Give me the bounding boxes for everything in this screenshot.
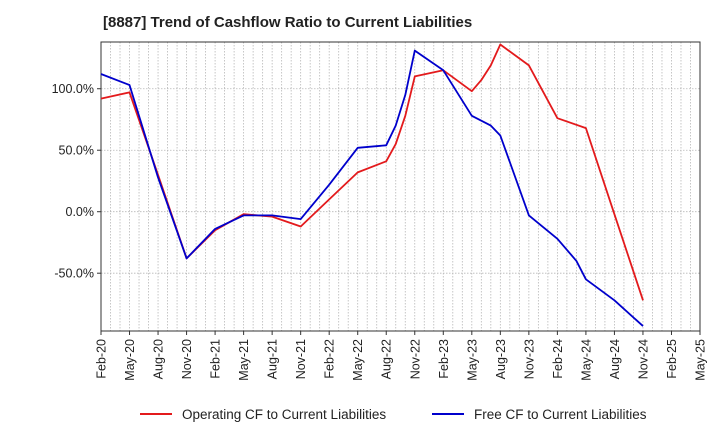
x-tick-label: Nov-22	[408, 339, 422, 379]
series-line-operating-cf	[100, 43, 644, 301]
x-tick-label: Feb-21	[209, 339, 223, 379]
x-tick-label: May-24	[579, 339, 593, 381]
x-tick-label: Nov-21	[294, 339, 308, 379]
x-tick-label: Aug-22	[380, 339, 394, 379]
x-tick-label: May-20	[123, 339, 137, 381]
x-tick-label: Aug-21	[266, 339, 280, 379]
x-tick-label: Nov-24	[636, 339, 650, 379]
y-tick-label: -50.0%	[54, 267, 94, 281]
x-tick-label: Feb-23	[437, 339, 451, 379]
x-tick-label: Aug-23	[494, 339, 508, 379]
series-line-free-cf	[100, 49, 644, 327]
chart-title: [8887] Trend of Cashflow Ratio to Curren…	[103, 14, 473, 31]
y-tick-label: 50.0%	[59, 144, 94, 158]
x-tick-label: Aug-24	[608, 339, 622, 379]
x-tick-label: May-25	[694, 339, 708, 381]
x-tick-label: May-21	[237, 339, 251, 381]
x-tick-label: May-23	[465, 339, 479, 381]
x-tick-label: Feb-24	[551, 339, 565, 379]
legend-label-operating-cf: Operating CF to Current Liabilities	[182, 407, 386, 422]
plot-frame	[100, 41, 701, 332]
x-tick-label: Aug-20	[152, 339, 166, 379]
y-tick-label: 100.0%	[52, 82, 94, 96]
x-tick-label: Nov-23	[522, 339, 536, 379]
x-tick-label: Feb-20	[95, 339, 109, 379]
x-tick-label: Feb-25	[665, 339, 679, 379]
x-tick-label: Feb-22	[323, 339, 337, 379]
y-tick-label: 0.0%	[66, 205, 95, 219]
legend-label-free-cf: Free CF to Current Liabilities	[474, 407, 647, 422]
x-tick-label: May-22	[351, 339, 365, 381]
x-tick-label: Nov-20	[180, 339, 194, 379]
